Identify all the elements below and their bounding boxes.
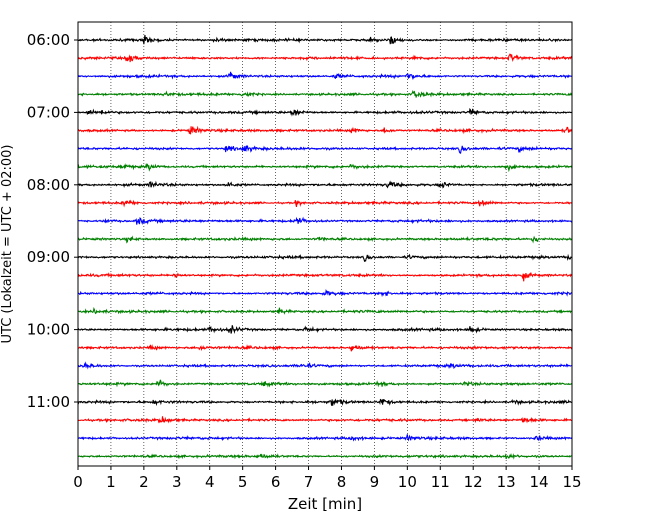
y-tick-label: 06:00 [27, 31, 70, 49]
x-axis-ticks: 0 1 2 3 4 5 6 7 8 9 10 11 12 13 14 15 [73, 466, 582, 491]
x-grid [110, 22, 540, 466]
x-tick-label: 13 [497, 473, 516, 491]
trace-line [77, 199, 573, 208]
trace-line [77, 416, 573, 424]
trace-line [77, 307, 573, 315]
x-tick-label: 0 [73, 473, 83, 491]
trace-line [77, 398, 573, 407]
x-tick-label: 2 [139, 473, 149, 491]
x-tick-label: 15 [562, 473, 581, 491]
x-tick-label: 12 [464, 473, 483, 491]
trace-line [77, 216, 573, 226]
trace-line [77, 71, 573, 81]
trace-line [77, 89, 573, 98]
trace-line [77, 163, 573, 173]
trace-line [77, 379, 573, 388]
x-tick-label: 10 [398, 473, 417, 491]
trace-line [77, 253, 573, 263]
trace-line [77, 361, 573, 370]
trace-line [77, 434, 573, 442]
y-tick-label: 08:00 [27, 176, 70, 194]
trace-line [77, 235, 573, 244]
x-tick-label: 5 [238, 473, 248, 491]
trace-line [77, 344, 573, 352]
trace-line [77, 144, 573, 154]
plot-frame [77, 21, 573, 467]
y-tick-label: 11:00 [27, 393, 70, 411]
x-tick-label: 4 [205, 473, 215, 491]
x-tick-label: 11 [431, 473, 450, 491]
trace-line [77, 288, 573, 298]
trace-line [77, 453, 573, 460]
trace-line [77, 34, 573, 45]
trace-line [77, 125, 573, 135]
y-tick-label: 10:00 [27, 321, 70, 339]
x-tick-label: 1 [106, 473, 116, 491]
trace-line [77, 272, 573, 282]
x-tick-label: 14 [530, 473, 549, 491]
trace-line [77, 180, 573, 189]
x-axis-label: Zeit [min] [288, 495, 362, 513]
x-tick-label: 6 [271, 473, 281, 491]
x-tick-label: 7 [304, 473, 314, 491]
trace-line [77, 107, 573, 117]
x-tick-label: 9 [370, 473, 380, 491]
y-tick-label: 07:00 [27, 103, 70, 121]
trace-line [77, 325, 573, 334]
y-tick-label: 09:00 [27, 248, 70, 266]
seismic-traces [77, 34, 573, 460]
y-axis-ticks: 06:00 07:00 08:00 09:00 10:00 11:00 [27, 31, 78, 411]
x-tick-label: 3 [172, 473, 182, 491]
y-axis-label: UTC (Lokalzeit = UTC + 02:00) [0, 145, 15, 344]
x-tick-label: 8 [337, 473, 347, 491]
trace-line [77, 53, 573, 63]
